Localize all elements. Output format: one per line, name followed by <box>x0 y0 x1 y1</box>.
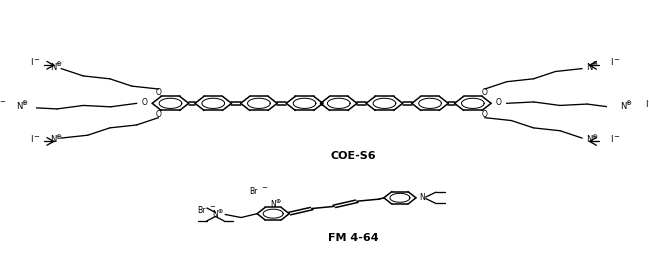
Text: N: N <box>51 135 57 144</box>
Text: −: − <box>34 57 40 63</box>
Text: I: I <box>611 59 613 67</box>
Text: O: O <box>142 98 148 107</box>
Text: ⊕: ⊕ <box>217 209 223 214</box>
Text: N: N <box>419 193 424 202</box>
Text: I: I <box>31 135 32 144</box>
Text: −: − <box>613 57 619 63</box>
Text: −: − <box>0 99 5 106</box>
Text: N: N <box>586 135 593 144</box>
Text: COE-S6: COE-S6 <box>330 151 376 161</box>
Text: −: − <box>34 134 40 140</box>
Text: N: N <box>16 102 23 111</box>
Text: −: − <box>613 134 619 140</box>
Text: −: − <box>210 204 215 210</box>
Text: I: I <box>611 135 613 144</box>
Text: O: O <box>482 110 488 119</box>
Text: O: O <box>496 98 502 107</box>
Text: −: − <box>648 99 649 106</box>
Text: I: I <box>31 59 32 67</box>
Text: O: O <box>156 88 162 97</box>
Text: −: − <box>262 185 267 191</box>
Text: FM 4-64: FM 4-64 <box>328 233 378 243</box>
Text: ⊕: ⊕ <box>591 134 597 140</box>
Text: Br: Br <box>197 206 205 215</box>
Text: ⊕: ⊕ <box>626 100 631 107</box>
Text: N: N <box>51 63 57 72</box>
Text: ⊕: ⊕ <box>21 100 27 107</box>
Text: N: N <box>586 63 593 72</box>
Text: N: N <box>270 200 276 209</box>
Text: ⊕: ⊕ <box>275 199 280 204</box>
Text: O: O <box>156 110 162 119</box>
Text: ⊕: ⊕ <box>591 61 597 68</box>
Text: N: N <box>213 210 218 219</box>
Text: N: N <box>620 102 627 111</box>
Text: ⊕: ⊕ <box>55 61 61 68</box>
Text: I: I <box>644 100 647 109</box>
Text: Br: Br <box>249 187 258 196</box>
Text: ⊕: ⊕ <box>55 134 61 140</box>
Text: O: O <box>482 88 488 97</box>
